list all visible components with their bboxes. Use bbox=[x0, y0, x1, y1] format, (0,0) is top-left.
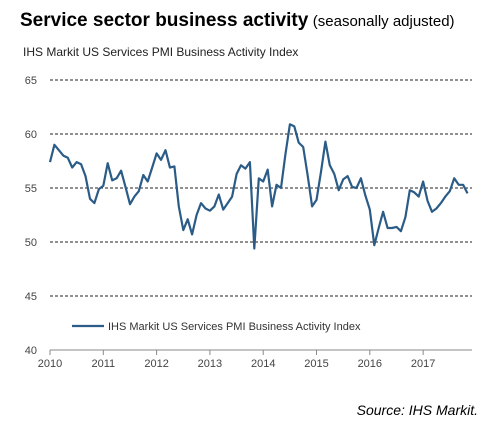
y-tick-label: 40 bbox=[25, 345, 37, 357]
x-tick-label: 2013 bbox=[198, 358, 222, 370]
y-tick-label: 50 bbox=[25, 237, 37, 249]
x-tick-label: 2014 bbox=[251, 358, 275, 370]
x-tick-label: 2016 bbox=[358, 358, 382, 370]
y-tick-label: 60 bbox=[25, 129, 37, 141]
legend: IHS Markit US Services PMI Business Acti… bbox=[72, 321, 361, 333]
y-axis-label: IHS Markit US Services PMI Business Acti… bbox=[23, 45, 299, 59]
series-line bbox=[48, 123, 469, 250]
x-axis-ticks: 2010 2011 2012 2013 2014 2015 2016 2017 bbox=[38, 350, 435, 370]
y-tick-label: 65 bbox=[25, 75, 37, 87]
chart-title-row: Service sector business activity (season… bbox=[20, 10, 455, 32]
gridlines bbox=[50, 79, 472, 297]
chart-title: Service sector business activity bbox=[20, 10, 309, 31]
chart-subtitle: (seasonally adjusted) bbox=[312, 13, 455, 30]
x-tick-label: 2017 bbox=[411, 358, 435, 370]
y-tick-label: 55 bbox=[25, 183, 37, 195]
x-tick-label: 2015 bbox=[304, 358, 328, 370]
x-tick-label: 2012 bbox=[144, 358, 168, 370]
y-axis-ticks: 40 45 50 55 60 65 bbox=[25, 75, 37, 357]
x-tick-label: 2010 bbox=[38, 358, 62, 370]
source-note: Source: IHS Markit. bbox=[356, 402, 478, 418]
y-tick-label: 45 bbox=[25, 291, 37, 303]
x-tick-label: 2011 bbox=[91, 358, 115, 370]
legend-label: IHS Markit US Services PMI Business Acti… bbox=[108, 321, 361, 333]
